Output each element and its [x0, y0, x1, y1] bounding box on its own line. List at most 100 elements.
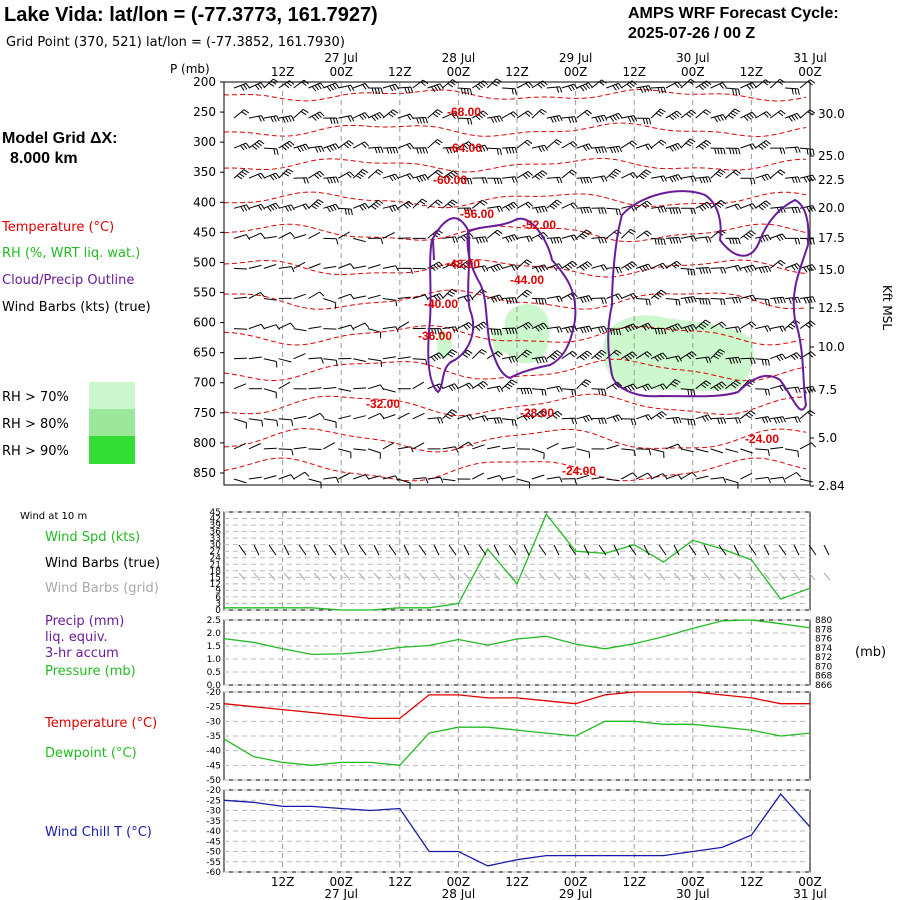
grid-wind-barb — [418, 572, 426, 581]
wind-barb — [472, 236, 488, 244]
legend-dewpoint: Dewpoint (°C) — [45, 746, 137, 761]
surface-wind-barb — [433, 544, 440, 556]
wind-barb — [397, 478, 411, 490]
surface-wind-barb — [253, 544, 260, 556]
wind-barb — [427, 199, 443, 209]
wind-barb — [502, 446, 516, 450]
surface-wind-barb — [283, 544, 290, 556]
wind-barb — [725, 296, 742, 304]
wind-barb — [278, 232, 295, 239]
pressure-tick-label: 874 — [815, 644, 832, 654]
wind-barb — [799, 174, 817, 183]
wind-barb — [338, 207, 353, 216]
surface-wind-barb — [553, 544, 560, 556]
pressure-tick-label: 872 — [815, 653, 832, 663]
wind-barb — [710, 147, 726, 155]
panel-tick-label: 2.5 — [207, 616, 221, 626]
wind-barb — [710, 321, 727, 330]
wind-barb — [502, 176, 518, 183]
wind-barb — [293, 471, 310, 480]
grid-wind-barb — [703, 572, 711, 581]
wind-barb — [650, 473, 668, 480]
grid-wind-barb — [778, 572, 786, 581]
wind-barb — [397, 296, 411, 299]
surface-wind-barb — [523, 544, 530, 556]
wind-barb — [382, 388, 396, 393]
wind-barb — [785, 206, 801, 214]
wind-barb — [621, 351, 638, 362]
temperature-contour — [223, 325, 807, 346]
wind-barb — [725, 380, 741, 390]
pressure-tick-label: 550 — [193, 286, 216, 300]
panel-tick-label: 1.5 — [207, 642, 221, 652]
wind-barb — [487, 205, 503, 213]
temperature-label: -52.00 — [522, 218, 556, 232]
wind-barb — [591, 417, 607, 425]
wind-barb — [546, 476, 563, 483]
grid-wind-barb — [673, 572, 681, 581]
wind-barb — [680, 351, 697, 360]
time-tick-label: 12Z — [271, 875, 295, 889]
surface-wind-barb — [688, 544, 697, 556]
wind-barb — [725, 417, 742, 424]
grid-wind-barb — [643, 572, 651, 581]
wind-barb — [248, 292, 265, 299]
wind-barb — [576, 261, 593, 271]
pressure-tick-label: 300 — [193, 135, 216, 149]
wind-barb — [740, 111, 757, 122]
wind-barb — [665, 260, 682, 269]
wind-barb — [353, 237, 366, 243]
wind-barb — [233, 442, 247, 450]
wind-barb — [293, 108, 309, 119]
surface-wind-barb — [508, 544, 517, 556]
grid-wind-barb — [523, 572, 531, 581]
wind-barb — [785, 386, 801, 394]
wind-barb — [784, 472, 802, 480]
wind-barb — [665, 110, 682, 121]
wind-barb — [531, 108, 547, 119]
wind-barb — [561, 141, 578, 149]
legend-precip: Precip (mm) — [45, 614, 124, 629]
grid-wind-barb — [613, 572, 621, 581]
wind-barb — [323, 82, 340, 92]
wind-barb — [293, 261, 306, 269]
panel-tick-label: 9 — [215, 586, 221, 596]
wind-barb — [516, 110, 533, 119]
wind-barb — [576, 379, 592, 390]
wind-barb — [576, 109, 592, 119]
wind-barb — [710, 267, 727, 274]
wind-barb — [785, 146, 801, 154]
surface-wind-barb — [298, 544, 307, 556]
panel-tick-label: -25 — [206, 703, 221, 713]
wind-barb — [651, 175, 667, 183]
legend-temperature-sfc: Temperature (°C) — [44, 716, 157, 731]
wind-barb — [233, 234, 251, 240]
pressure-tick-label: 350 — [193, 165, 216, 179]
surface-wind-barb — [478, 544, 487, 556]
wind-barb — [516, 170, 533, 180]
wind-barb — [442, 146, 459, 154]
wind-barb — [487, 177, 503, 185]
forecast-cycle-label: AMPS WRF Forecast Cycle: — [628, 5, 839, 22]
wind-barb — [367, 264, 381, 269]
wind-barb — [576, 474, 590, 480]
time-tick-label: 12Z — [740, 65, 764, 79]
wind-barb — [576, 229, 592, 240]
time-tick-label: 00Z — [798, 65, 822, 79]
wind-barb — [487, 445, 501, 450]
wind-barb — [621, 261, 638, 271]
wind-barb — [233, 383, 247, 390]
wind-barb — [576, 295, 593, 304]
wind-barb — [680, 388, 696, 396]
wind-barb — [397, 237, 411, 239]
wind-barb — [516, 321, 533, 330]
height-tick-label: 2.84 — [818, 479, 845, 493]
grid-wind-barb — [763, 572, 771, 581]
wind-barb — [591, 175, 608, 183]
wind-barb — [591, 476, 605, 480]
time-tick-label: 00Z — [447, 65, 471, 79]
grid-wind-barb — [583, 572, 591, 581]
wind-barb — [338, 472, 351, 480]
